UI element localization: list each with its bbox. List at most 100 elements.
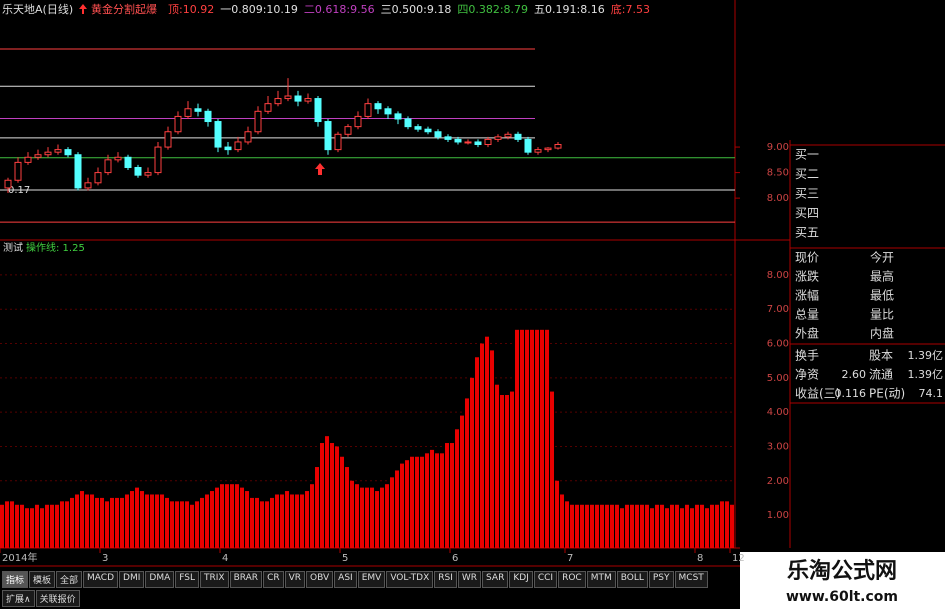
row-value: 1.39亿 [908,349,944,362]
tab[interactable]: VR [284,571,306,588]
bar [70,497,74,548]
level-name: 四0.382: [457,3,503,16]
tab[interactable]: SAR [482,571,509,588]
row-label: 量比 [870,308,894,322]
bar [635,504,639,548]
bar [230,484,234,548]
tab[interactable]: WR [457,571,482,588]
bar [470,377,474,548]
bar [200,497,204,548]
bar [365,487,369,548]
bar [120,497,124,548]
tab[interactable]: RSI [434,571,457,588]
bar [590,504,594,548]
tab[interactable]: ASI [334,571,357,588]
row-label: 最低 [870,289,894,303]
candle-body [374,103,382,110]
tab[interactable]: VOL-TDX [386,571,434,588]
bar [585,504,589,548]
tab[interactable]: BRAR [229,571,263,588]
bar [710,504,714,548]
bar [50,504,54,548]
x-tick-label: 7 [567,553,573,564]
level-value: 10.92 [183,3,215,16]
tab[interactable]: KDJ [509,571,533,588]
candle-body [4,179,12,189]
tab[interactable]: BOLL [616,571,648,588]
y-tick-label: 9.00 [767,142,789,153]
level-name: 顶: [168,3,183,16]
tab[interactable]: 指标 [2,571,29,588]
tab[interactable]: 扩展∧ [2,590,35,607]
bar [20,504,24,548]
candle-body [394,113,402,120]
candle-body [14,161,22,181]
bar [155,494,159,548]
bar [450,443,454,548]
x-tick-label: 4 [222,553,228,564]
bar [135,487,139,548]
bar [605,504,609,548]
bar [505,395,509,548]
bar [145,494,149,548]
tab[interactable]: CR [263,571,284,588]
panel-title: 测试 [3,241,23,254]
tab[interactable]: 模板 [29,571,56,588]
x-tick-label: 3 [102,553,108,564]
candle-body [44,151,52,156]
row-label: 现价 [795,251,819,265]
tab[interactable]: DMA [145,571,175,588]
candle-body [534,149,542,153]
candle-body [134,166,142,176]
tab[interactable]: 关联报价 [35,590,80,607]
level-value: 7.53 [625,3,650,16]
tab[interactable]: OBV [306,571,334,588]
bar [255,497,259,548]
row-label: 换手 [795,349,819,363]
bar [305,491,309,548]
tab[interactable]: 全部 [56,571,83,588]
bar [435,453,439,548]
bar [10,501,14,548]
bar [30,508,34,548]
level-name: 五0.191: [534,3,580,16]
bar [65,501,69,548]
tab[interactable]: CCI [533,571,558,588]
indicator-icon [79,4,87,14]
bar [360,487,364,548]
bar [265,501,269,548]
candle-body [234,141,242,151]
signal-arrow [315,163,325,175]
tab[interactable]: FSL [175,571,199,588]
tab[interactable]: TRIX [200,571,229,588]
candle-body [224,146,232,151]
bid-label: 买五 [795,226,819,240]
row-label: 涨幅 [795,288,819,303]
tab[interactable]: ROC [558,571,586,588]
tab[interactable]: PSY [648,571,674,588]
bar [650,508,654,548]
tab[interactable]: MTM [586,571,616,588]
bar [275,494,279,548]
bar [455,429,459,548]
bar [330,443,334,548]
bar [685,504,689,548]
tab[interactable]: MCST [674,571,708,588]
tab[interactable]: DMI [119,571,145,588]
bar [655,504,659,548]
bar [425,453,429,548]
candle-body [264,103,272,112]
level-value: 9.18 [427,3,452,16]
tab[interactable]: EMV [357,571,386,588]
tab[interactable]: MACD [83,571,119,588]
bar [700,504,704,548]
bar [520,329,524,548]
bar [170,501,174,548]
row-value: 2.60 [842,368,867,381]
bar [195,501,199,548]
candle-body [544,147,552,151]
level-value: 8.79 [504,3,529,16]
bar [85,494,89,548]
row-value: 74.1 [919,387,944,400]
x-tick-label: 2014年 [2,551,37,564]
